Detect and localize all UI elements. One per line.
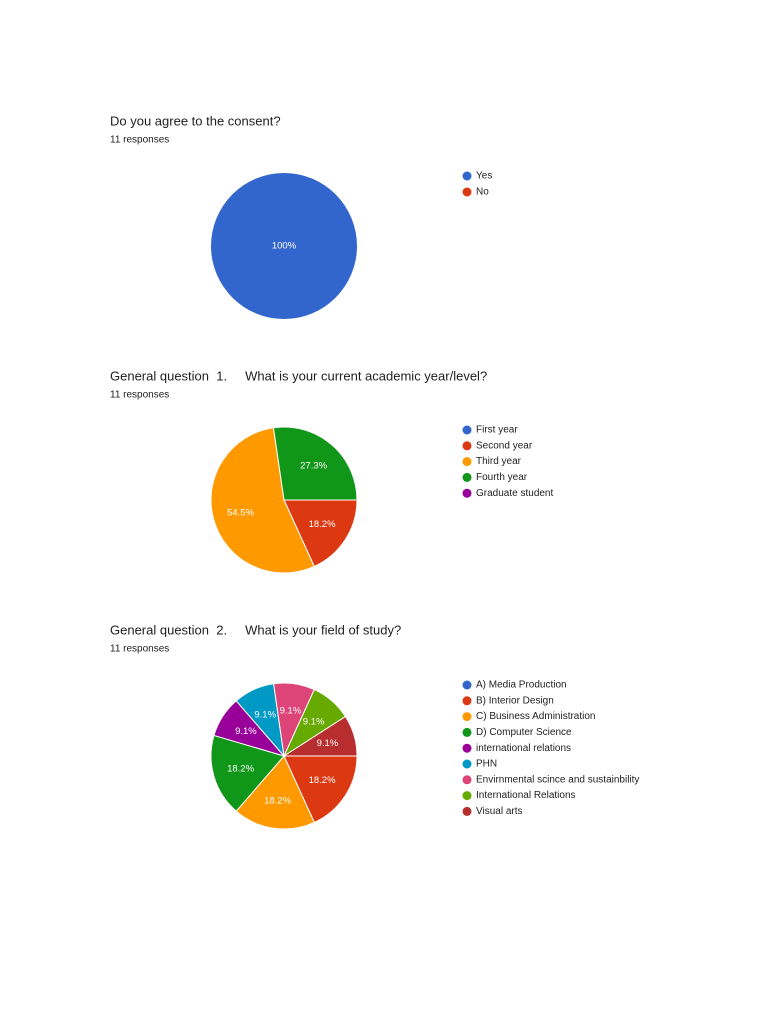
legend-swatch: [462, 727, 472, 737]
slice-label: 18.2%: [309, 775, 336, 786]
legend-swatch: [462, 425, 472, 435]
slice-label: 27.3%: [300, 460, 327, 471]
legend-label: Third year: [476, 456, 522, 467]
legend-label: Fourth year: [476, 472, 528, 483]
legend-swatch: [462, 806, 472, 816]
legend-label: Envirnmental scince and sustainbility: [476, 774, 639, 785]
legend-label: A) Media Production: [476, 680, 567, 691]
slice-label: 9.1%: [303, 716, 325, 727]
legend-label: Yes: [476, 171, 492, 182]
chart-subtitle: 11 responses: [110, 644, 169, 655]
legend-swatch: [462, 457, 472, 467]
legend-swatch: [462, 712, 472, 722]
legend-label: Visual arts: [476, 806, 523, 817]
slice-label: 9.1%: [235, 726, 257, 737]
legend-swatch: [462, 441, 472, 451]
legend-swatch: [462, 743, 472, 753]
chart-title: Do you agree to the consent?: [110, 113, 281, 128]
chart-title: General question 2. What is your field o…: [110, 622, 401, 637]
chart-title: General question 1. What is your current…: [110, 368, 487, 383]
legend-label: Graduate student: [476, 488, 553, 499]
pie-slice: [235, 755, 315, 830]
slice-label: 54.5%: [227, 507, 254, 518]
legend-label: international relations: [476, 743, 571, 754]
legend-label: No: [476, 187, 489, 198]
legend-label: C) Business Administration: [476, 711, 596, 722]
legend-label: First year: [476, 425, 518, 436]
legend-label: PHN: [476, 759, 497, 770]
legend-swatch: [462, 680, 472, 690]
slice-label: 100%: [272, 241, 297, 252]
legend-label: D) Computer Science: [476, 727, 572, 738]
pie-slice: [272, 426, 358, 501]
chart-subtitle: 11 responses: [110, 390, 169, 401]
legend-swatch: [462, 791, 472, 801]
slice-label: 18.2%: [309, 519, 336, 530]
slice-label: 9.1%: [317, 738, 339, 749]
pie-slice: [283, 755, 358, 824]
legend-swatch: [462, 696, 472, 706]
legend-swatch: [462, 759, 472, 769]
legend-label: Second year: [476, 440, 533, 451]
slice-label: 18.2%: [264, 795, 291, 806]
slice-label: 9.1%: [280, 706, 302, 717]
pie-slice: [210, 734, 285, 812]
pie-slice: [210, 427, 315, 574]
legend-label: International Relations: [476, 790, 576, 801]
legend-swatch: [462, 171, 472, 181]
pie-slice: [283, 499, 358, 568]
legend-swatch: [462, 488, 472, 498]
legend-label: B) Interior Design: [476, 695, 554, 706]
legend-swatch: [462, 472, 472, 482]
legend-swatch: [462, 775, 472, 785]
pie-slice: [282, 715, 358, 757]
pie-slice: [211, 173, 357, 319]
slice-label: 18.2%: [227, 763, 254, 774]
chart-subtitle: 11 responses: [110, 135, 169, 146]
slice-label: 9.1%: [254, 709, 276, 720]
legend-swatch: [462, 187, 472, 197]
